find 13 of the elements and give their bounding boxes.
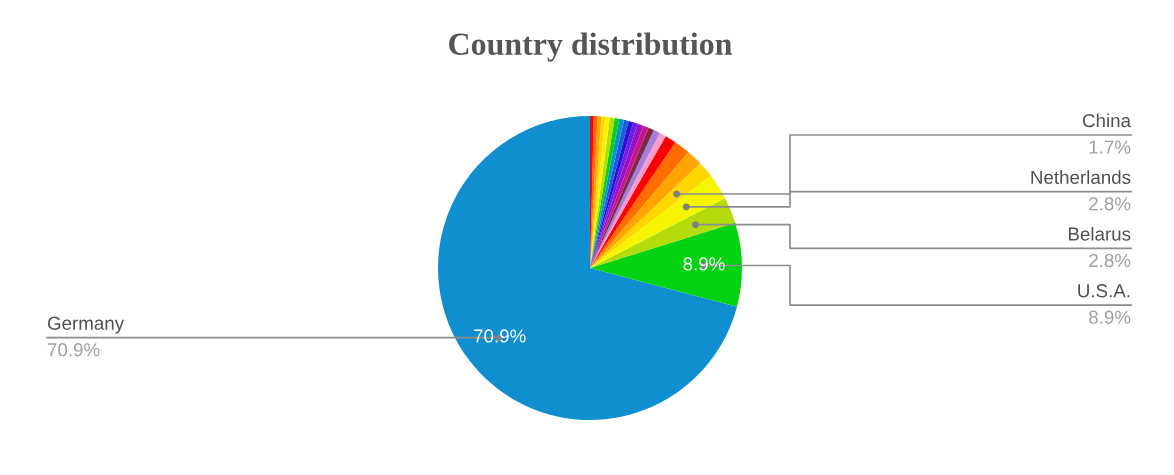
data-label: 2.8%	[1089, 197, 1131, 211]
data-label: 2.8%	[1089, 253, 1131, 268]
data-label: 1.7%	[1089, 140, 1131, 154]
text: 70.9%	[474, 329, 526, 343]
data-label: 70.9%	[47, 343, 100, 357]
slice-label: Netherlands	[1031, 170, 1131, 184]
slice-label: U.S.A.	[1078, 284, 1130, 298]
data-label: 8.9%	[1089, 310, 1131, 324]
slice-label: Germany	[47, 316, 125, 334]
slice-label: Belarus	[1068, 226, 1131, 241]
slice-label: China	[1082, 113, 1131, 128]
text: 8.9%	[683, 257, 725, 271]
chart-title: Country distribution	[449, 32, 732, 62]
